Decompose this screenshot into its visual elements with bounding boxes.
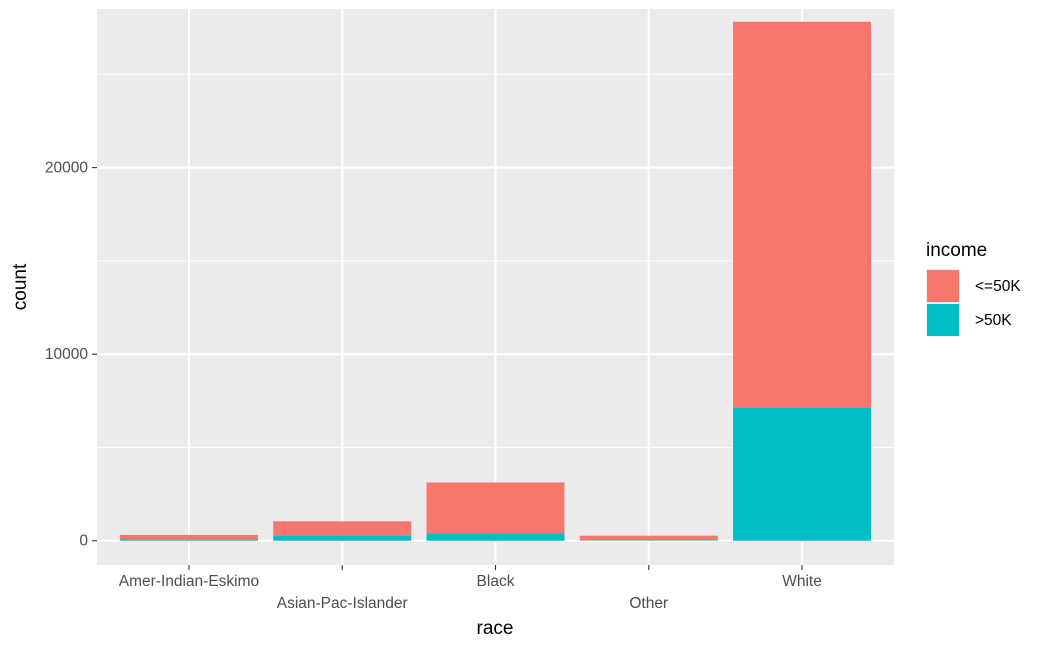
x-tick-label: Asian-Pac-Islander <box>277 595 408 612</box>
bar <box>580 536 718 541</box>
y-tick-label: 10000 <box>45 346 88 363</box>
bar <box>120 540 258 541</box>
bar <box>733 408 871 541</box>
x-tick-label: Other <box>629 595 668 612</box>
legend-label: <=50K <box>975 278 1021 295</box>
x-axis-title: race <box>477 618 514 639</box>
bar <box>273 536 411 541</box>
x-tick-label: Black <box>477 573 515 590</box>
bar <box>273 521 411 535</box>
bar <box>733 22 871 408</box>
x-axis: Amer-Indian-Eskimo Asian-Pac-Islander Blac… <box>119 565 822 612</box>
legend-label: >50K <box>975 312 1012 329</box>
y-axis: 0 10000 20000 <box>45 160 97 550</box>
y-tick-label: 0 <box>79 533 88 550</box>
bar <box>427 482 565 533</box>
bar <box>427 534 565 541</box>
x-tick-label: White <box>782 573 822 590</box>
y-axis-title: count <box>10 263 31 310</box>
legend: income <=50K >50K <box>926 240 1021 337</box>
legend-swatch <box>927 304 959 336</box>
legend-swatch <box>927 270 959 302</box>
bar <box>120 535 258 540</box>
legend-title: income <box>926 240 987 261</box>
y-tick-label: 20000 <box>45 160 88 177</box>
x-tick-label: Amer-Indian-Eskimo <box>119 573 259 590</box>
